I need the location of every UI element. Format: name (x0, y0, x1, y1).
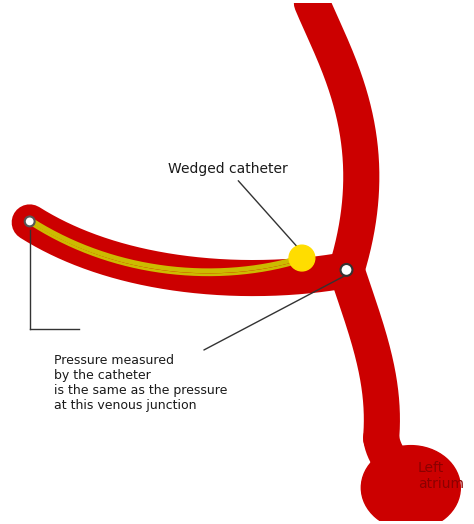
Text: Left
atrium: Left atrium (418, 461, 464, 491)
Ellipse shape (361, 445, 460, 524)
Text: Pressure measured
by the catheter
is the same as the pressure
at this venous jun: Pressure measured by the catheter is the… (55, 276, 344, 412)
Circle shape (25, 216, 35, 226)
Circle shape (340, 264, 352, 276)
Text: Wedged catheter: Wedged catheter (168, 162, 300, 250)
Circle shape (289, 245, 315, 271)
